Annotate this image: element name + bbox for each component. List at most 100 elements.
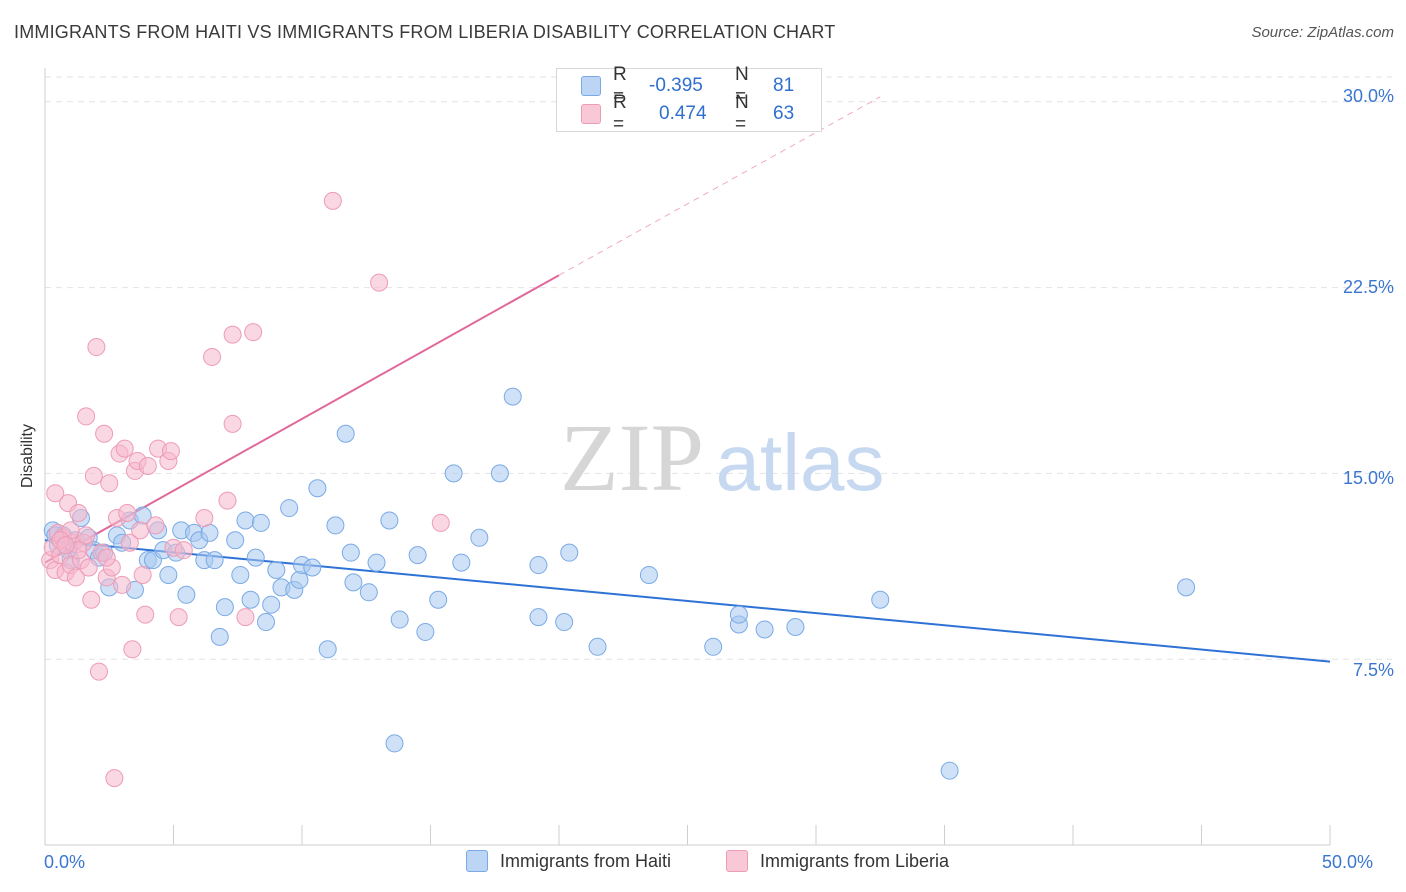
haiti-point bbox=[408, 546, 427, 565]
haiti-point bbox=[380, 511, 399, 530]
haiti-point bbox=[470, 528, 489, 547]
haiti-swatch bbox=[581, 76, 601, 96]
haiti-point bbox=[786, 617, 805, 636]
haiti-point bbox=[290, 570, 309, 589]
haiti-point bbox=[236, 511, 255, 530]
series-legend-liberia: Immigrants from Liberia bbox=[726, 850, 949, 872]
haiti-point bbox=[205, 551, 224, 570]
watermark-atlas: atlas bbox=[716, 418, 885, 507]
x-tick-label-max: 50.0% bbox=[1322, 852, 1374, 872]
liberia-point bbox=[174, 541, 193, 560]
liberia-point bbox=[146, 516, 165, 535]
liberia-point bbox=[77, 526, 96, 545]
haiti-point bbox=[159, 565, 178, 584]
haiti-point bbox=[241, 590, 260, 609]
liberia-point bbox=[95, 424, 114, 443]
legend-r-label: R = bbox=[613, 92, 627, 135]
haiti-point bbox=[940, 761, 959, 780]
haiti-point bbox=[344, 573, 363, 592]
liberia-point bbox=[136, 605, 155, 624]
haiti-point bbox=[359, 583, 378, 602]
liberia-point bbox=[97, 548, 116, 567]
liberia-point bbox=[113, 575, 132, 594]
liberia-point bbox=[66, 568, 85, 587]
haiti-point bbox=[588, 637, 607, 656]
haiti-legend-label: Immigrants from Haiti bbox=[500, 850, 672, 871]
liberia-point bbox=[236, 608, 255, 627]
haiti-point bbox=[326, 516, 345, 535]
haiti-point bbox=[336, 424, 355, 443]
haiti-point bbox=[210, 627, 229, 646]
liberia-point bbox=[84, 466, 103, 485]
haiti-point bbox=[280, 499, 299, 518]
legend-r-value: -0.395 bbox=[649, 75, 703, 96]
stats-legend: R = -0.395 N = 81 R = 0.474 N = 63 bbox=[556, 64, 822, 135]
haiti-point bbox=[303, 558, 322, 577]
haiti-point bbox=[341, 543, 360, 562]
liberia-point bbox=[203, 347, 222, 366]
liberia-point bbox=[118, 504, 137, 523]
liberia-point bbox=[169, 608, 188, 627]
watermark-zip: ZIP bbox=[560, 404, 704, 511]
haiti-point bbox=[416, 622, 435, 641]
haiti-point bbox=[308, 479, 327, 498]
liberia-point bbox=[138, 456, 157, 475]
haiti-point bbox=[704, 637, 723, 656]
haiti-point bbox=[318, 640, 337, 659]
haiti-point bbox=[231, 565, 250, 584]
x-tick-label-min: 0.0% bbox=[44, 852, 86, 872]
liberia-point bbox=[120, 533, 139, 552]
liberia-point bbox=[133, 565, 152, 584]
haiti-point bbox=[639, 565, 658, 584]
liberia-point bbox=[56, 536, 75, 555]
haiti-point bbox=[452, 553, 471, 572]
liberia-point bbox=[77, 407, 96, 426]
liberia-point bbox=[123, 640, 142, 659]
legend-n-value: 63 bbox=[773, 103, 795, 124]
liberia-swatch bbox=[581, 104, 601, 124]
haiti-point bbox=[215, 598, 234, 617]
liberia-point bbox=[431, 513, 450, 532]
liberia-point bbox=[244, 323, 263, 342]
liberia-point bbox=[46, 484, 65, 503]
haiti-point bbox=[226, 531, 245, 550]
axes bbox=[44, 68, 1331, 846]
haiti-point bbox=[560, 543, 579, 562]
haiti-point bbox=[246, 548, 265, 567]
y-tick-label-30: 30.0% bbox=[1342, 86, 1394, 106]
haiti-point bbox=[529, 608, 548, 627]
y-tick-label-7-5: 7.5% bbox=[1352, 660, 1394, 680]
legend-n-label: N = bbox=[735, 64, 749, 107]
liberia-point bbox=[218, 491, 237, 510]
liberia-point bbox=[100, 474, 119, 493]
liberia-legend-swatch bbox=[726, 850, 748, 872]
y-tick-label-15: 15.0% bbox=[1342, 468, 1394, 488]
liberia-point bbox=[223, 414, 242, 433]
haiti-point bbox=[429, 590, 448, 609]
haiti-point bbox=[529, 556, 548, 575]
haiti-point bbox=[1177, 578, 1196, 597]
liberia-point bbox=[89, 662, 108, 681]
haiti-point bbox=[367, 553, 386, 572]
haiti-point bbox=[729, 605, 748, 624]
liberia-point bbox=[79, 558, 98, 577]
liberia-point bbox=[195, 508, 214, 527]
haiti-point bbox=[262, 595, 281, 614]
haiti-legend-swatch bbox=[466, 850, 488, 872]
data-points bbox=[41, 191, 1196, 788]
liberia-point bbox=[82, 590, 101, 609]
haiti-point bbox=[257, 613, 276, 632]
haiti-point bbox=[251, 513, 270, 532]
liberia-point bbox=[161, 442, 180, 461]
liberia-point bbox=[115, 439, 134, 458]
haiti-point bbox=[444, 464, 463, 483]
haiti-point bbox=[390, 610, 409, 629]
liberia-legend-label: Immigrants from Liberia bbox=[760, 850, 950, 871]
series-legend-haiti: Immigrants from Haiti bbox=[466, 850, 671, 872]
legend-n-label: N = bbox=[735, 92, 749, 135]
legend-n-value: 81 bbox=[773, 75, 795, 96]
haiti-point bbox=[503, 387, 522, 406]
haiti-point bbox=[755, 620, 774, 639]
haiti-trend-line bbox=[44, 539, 1331, 663]
